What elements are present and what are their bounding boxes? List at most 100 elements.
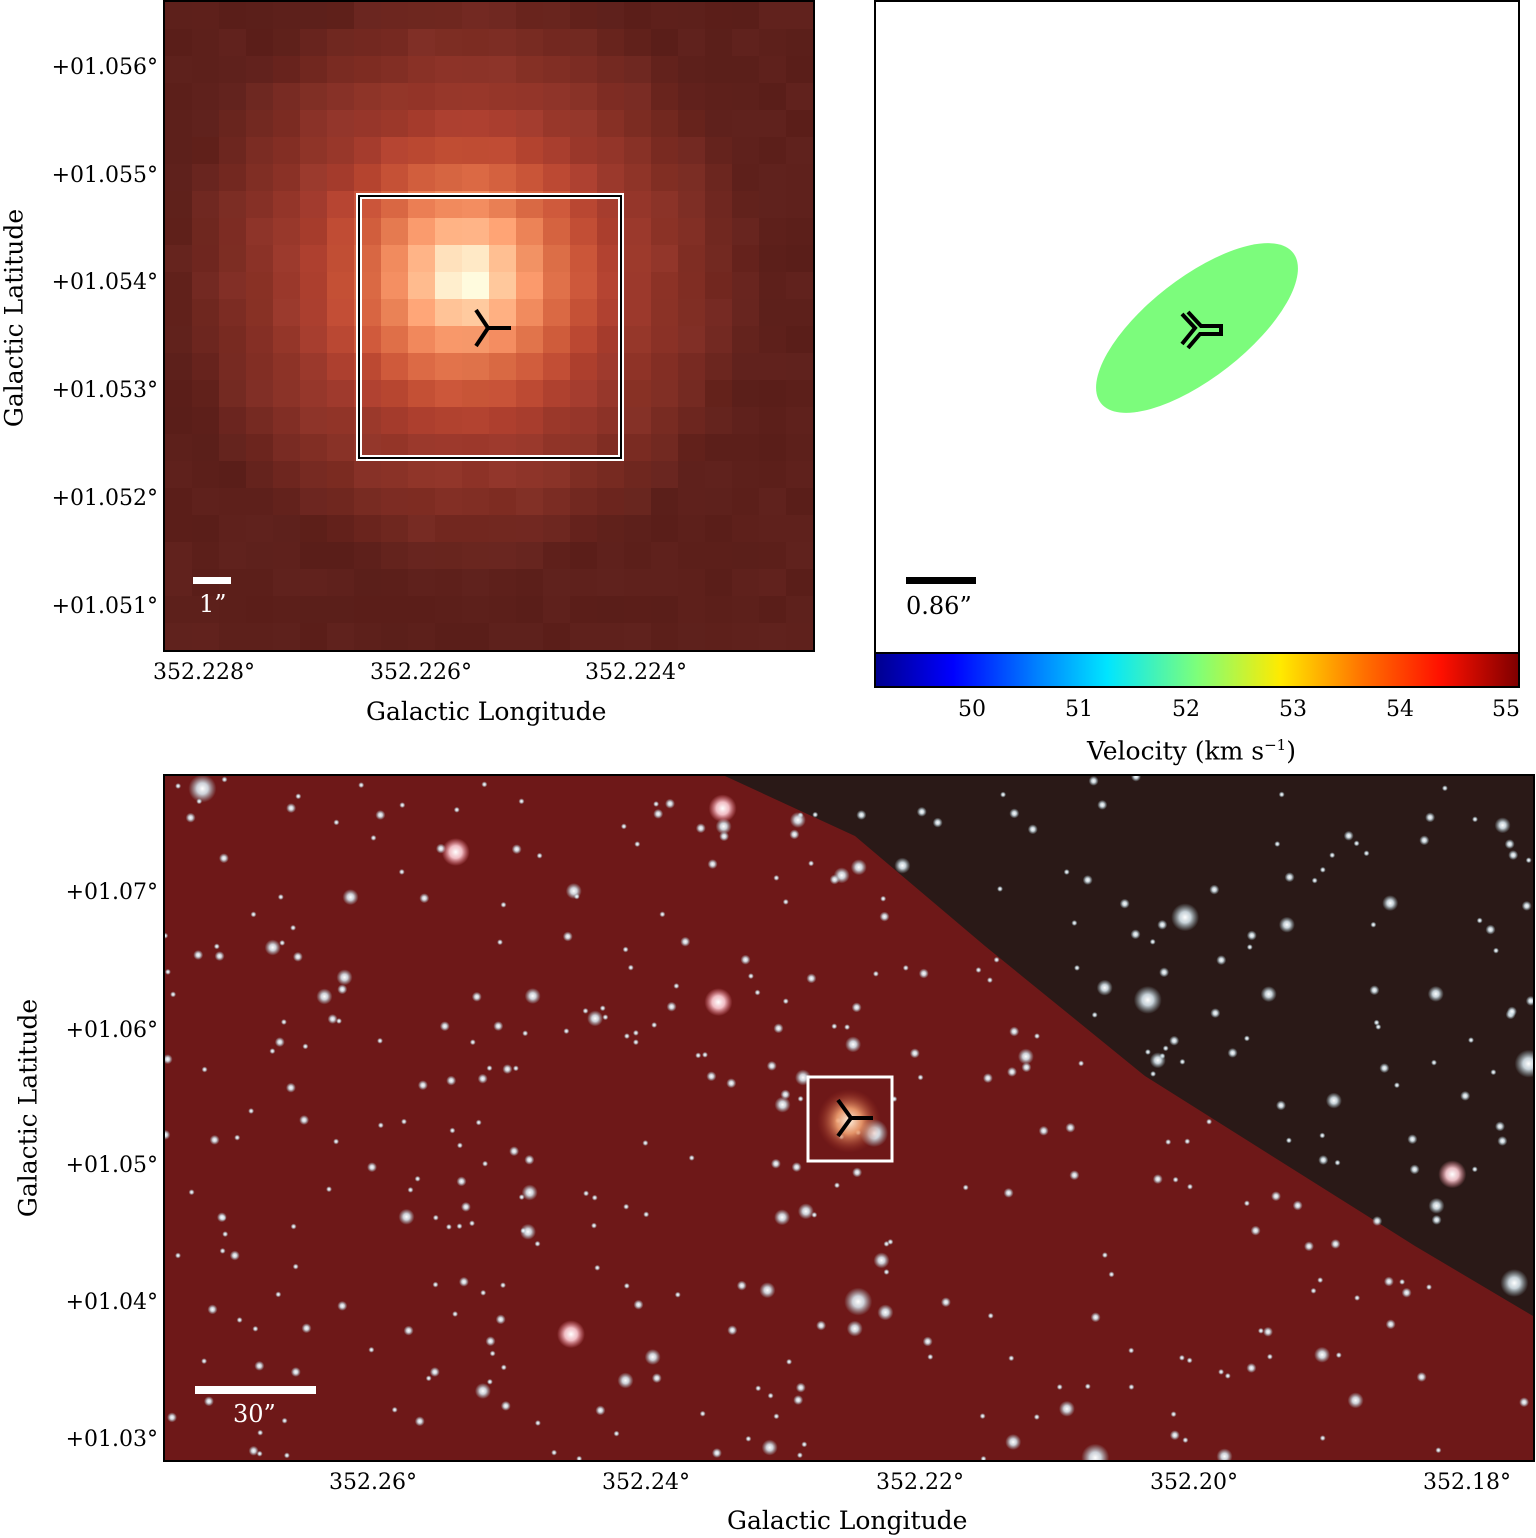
star [1347, 1392, 1364, 1409]
image-pixel [273, 461, 301, 489]
star [653, 808, 664, 819]
image-pixel [408, 56, 436, 84]
star [1468, 1037, 1474, 1044]
image-pixel [651, 623, 679, 650]
image-pixel [570, 2, 598, 30]
image-pixel [624, 380, 652, 408]
image-pixel [732, 299, 760, 327]
image-pixel [165, 488, 193, 516]
star [918, 968, 929, 979]
star [1058, 1400, 1075, 1417]
star [1017, 1048, 1034, 1065]
image-pixel [408, 299, 436, 327]
image-pixel [705, 83, 733, 111]
star [1009, 808, 1020, 819]
image-pixel [462, 110, 490, 138]
x-tick-label: 352.26° [329, 1470, 417, 1495]
image-pixel [219, 380, 247, 408]
image-pixel [192, 407, 220, 435]
star [894, 857, 911, 874]
star [680, 936, 691, 947]
image-pixel [732, 623, 760, 650]
image-pixel [489, 623, 517, 650]
image-pixel [732, 353, 760, 381]
image-pixel [651, 137, 679, 165]
image-pixel [543, 569, 571, 597]
image-pixel [408, 488, 436, 516]
image-pixel [327, 326, 355, 354]
top-left-y-axis-title: Galactic Latitude [0, 208, 29, 428]
image-pixel [624, 29, 652, 57]
image-pixel [381, 2, 409, 30]
image-pixel [543, 407, 571, 435]
star [816, 1320, 827, 1331]
star [165, 1129, 171, 1140]
image-pixel [597, 515, 625, 543]
star [456, 1223, 463, 1230]
image-pixel [651, 596, 679, 624]
x-tick-label: 352.18° [1423, 1470, 1511, 1495]
star [290, 1367, 301, 1377]
image-pixel [165, 461, 193, 489]
star [773, 874, 780, 881]
star [587, 1010, 604, 1027]
image-pixel [597, 2, 625, 30]
image-pixel [489, 110, 517, 138]
image-pixel [273, 110, 301, 138]
star [1504, 839, 1515, 850]
image-pixel [300, 461, 328, 489]
image-pixel [678, 596, 706, 624]
star [520, 1227, 527, 1234]
image-pixel [678, 407, 706, 435]
image-pixel [570, 488, 598, 516]
image-pixel [462, 515, 490, 543]
image-pixel [651, 299, 679, 327]
image-pixel [759, 272, 787, 300]
image-pixel [165, 137, 193, 165]
star [1243, 1035, 1250, 1042]
image-pixel [354, 488, 382, 516]
image-pixel [192, 542, 220, 570]
star [1330, 1239, 1341, 1249]
image-pixel [516, 353, 544, 381]
image-pixel [651, 164, 679, 192]
star [1260, 986, 1277, 1003]
image-pixel [273, 299, 301, 327]
image-pixel [219, 542, 247, 570]
image-pixel [624, 272, 652, 300]
image-pixel [300, 353, 328, 381]
star [248, 1108, 255, 1114]
star [1178, 1354, 1185, 1361]
zoom-box-inner [358, 195, 622, 459]
star [175, 783, 182, 789]
image-pixel [192, 326, 220, 354]
star [796, 1452, 803, 1459]
star [576, 1455, 583, 1460]
star [277, 894, 284, 900]
image-pixel [624, 299, 652, 327]
star [1184, 1138, 1191, 1145]
image-pixel [570, 407, 598, 435]
star [706, 1071, 717, 1082]
image-pixel [732, 56, 760, 84]
star [1038, 1125, 1049, 1136]
star [633, 1299, 644, 1310]
image-pixel [570, 164, 598, 192]
star [627, 964, 634, 971]
image-pixel [786, 353, 813, 381]
star [940, 1297, 951, 1308]
image-pixel [489, 83, 517, 111]
star [632, 1029, 639, 1036]
star [497, 939, 503, 946]
star [987, 1312, 994, 1319]
image-pixel [705, 407, 733, 435]
image-pixel [219, 299, 247, 327]
image-pixel [543, 56, 571, 84]
star [1133, 985, 1162, 1014]
star [481, 781, 488, 788]
star [1500, 1269, 1529, 1297]
star [1431, 1059, 1437, 1066]
image-pixel [219, 461, 247, 489]
image-pixel [381, 245, 409, 273]
star [715, 818, 732, 835]
